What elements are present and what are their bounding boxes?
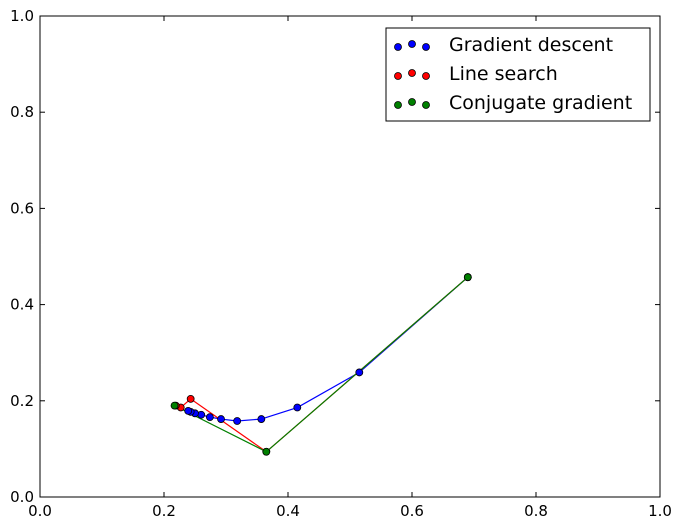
data-point-gradient-descent — [355, 368, 364, 377]
legend: Gradient descent Line search Conjugate gra… — [385, 27, 651, 122]
axes-layer: 0.0 0.2 0.4 0.6 0.8 1.0 0.0 0.2 0.4 0.6 0.8 1.0 — [10, 7, 672, 520]
data-point-conjugate-gradient — [170, 401, 179, 410]
legend-marker-line-search — [394, 72, 402, 80]
legend-marker-gradient-descent — [422, 43, 430, 51]
legend-box — [385, 27, 651, 122]
y-tick-label: 0.2 — [10, 392, 34, 410]
y-tick-label: 0.4 — [10, 296, 34, 314]
x-tick-label: 0.8 — [524, 502, 548, 520]
y-tick-label: 1.0 — [10, 7, 34, 25]
x-tick-label: 0.0 — [28, 502, 52, 520]
data-point-gradient-descent — [205, 413, 214, 422]
legend-marker-gradient-descent — [408, 40, 416, 48]
x-tick-label: 1.0 — [648, 502, 672, 520]
legend-marker-conjugate-gradient — [394, 101, 402, 109]
x-tick-label: 0.4 — [276, 502, 300, 520]
y-tick-label: 0.8 — [10, 103, 34, 121]
data-point-gradient-descent — [217, 415, 225, 423]
data-point-gradient-descent — [293, 403, 302, 412]
legend-label-conjugate-gradient: Conjugate gradient — [449, 92, 632, 114]
legend-label-gradient-descent: Gradient descent — [449, 34, 613, 56]
data-point-line-search — [186, 394, 195, 403]
legend-marker-conjugate-gradient — [422, 101, 430, 109]
y-tick-label: 0.0 — [10, 488, 34, 506]
data-point-conjugate-gradient — [262, 447, 271, 456]
x-tick-label: 0.6 — [400, 502, 424, 520]
legend-marker-line-search — [422, 72, 430, 80]
data-point-conjugate-gradient — [463, 273, 472, 282]
legend-marker-conjugate-gradient — [408, 98, 416, 106]
series-layer — [170, 273, 472, 456]
y-tick-label: 0.6 — [10, 199, 34, 217]
legend-label-line-search: Line search — [449, 63, 558, 85]
data-point-gradient-descent — [233, 417, 242, 425]
legend-marker-line-search — [408, 69, 416, 77]
legend-marker-gradient-descent — [394, 43, 402, 51]
x-tick-label: 0.2 — [152, 502, 176, 520]
data-point-gradient-descent — [184, 407, 193, 415]
data-point-gradient-descent — [257, 415, 266, 423]
